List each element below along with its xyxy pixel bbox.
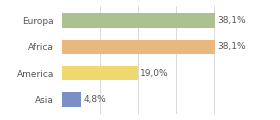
Text: 19,0%: 19,0% xyxy=(140,69,169,78)
Text: 38,1%: 38,1% xyxy=(217,16,246,25)
Bar xyxy=(62,92,81,107)
Text: 4,8%: 4,8% xyxy=(83,95,106,104)
Bar xyxy=(62,13,215,28)
Bar xyxy=(62,66,138,80)
Bar xyxy=(62,40,215,54)
Text: 38,1%: 38,1% xyxy=(217,42,246,51)
